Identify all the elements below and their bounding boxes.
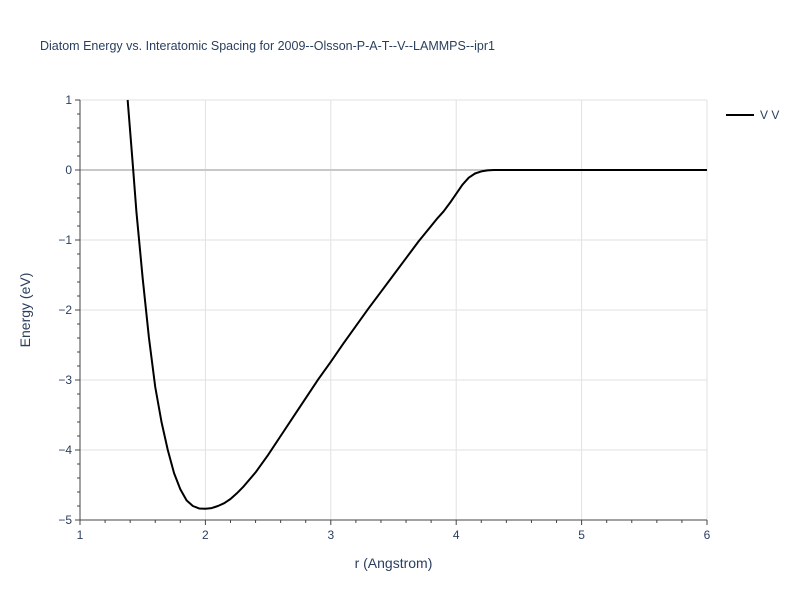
y-tick-label: −1 [58,233,72,247]
y-axis-title: Energy (eV) [17,273,33,348]
x-tick-label: 3 [327,528,334,542]
chart-title: Diatom Energy vs. Interatomic Spacing fo… [40,39,495,53]
y-tick-labels: −5 −4 −3 −2 −1 0 1 [58,93,72,527]
legend[interactable]: V V [726,108,779,122]
x-tick-label: 4 [453,528,460,542]
x-tick-label: 5 [578,528,585,542]
x-axis-title: r (Angstrom) [355,555,433,571]
legend-label[interactable]: V V [760,108,779,122]
y-tick-label: −2 [58,303,72,317]
y-tick-label: −4 [58,443,72,457]
x-tick-label: 2 [202,528,209,542]
grid [80,99,708,520]
y-tick-label: 0 [65,163,72,177]
y-tick-label: −5 [58,513,72,527]
axes [75,99,708,525]
y-tick-label: −3 [58,373,72,387]
series-line [126,99,707,510]
y-tick-label: 1 [65,93,72,107]
x-tick-label: 6 [704,528,711,542]
x-tick-label: 1 [77,528,84,542]
x-tick-labels: 1 2 3 4 5 6 [77,528,711,542]
series-layer [126,99,707,510]
